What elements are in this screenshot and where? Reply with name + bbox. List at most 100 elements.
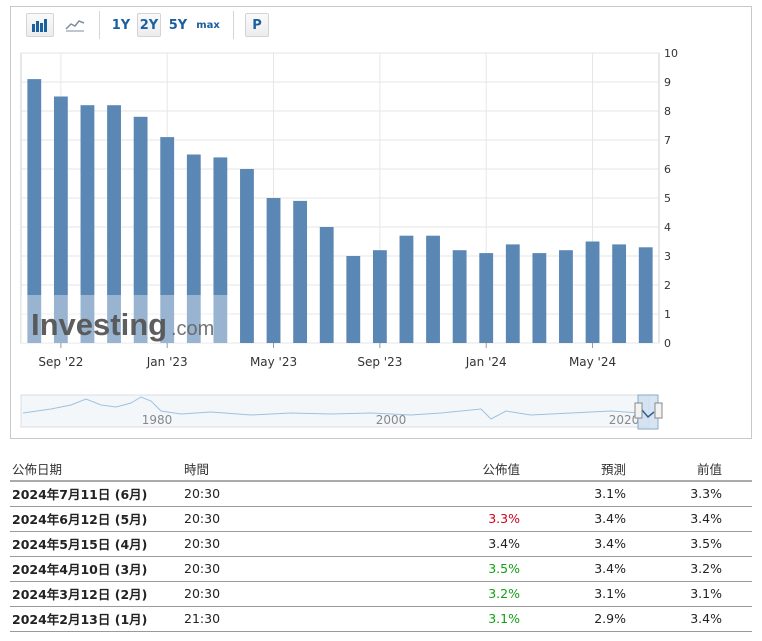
row-spacer [724, 556, 752, 582]
row-forecast: 3.1% [522, 481, 628, 507]
bar [293, 200, 308, 343]
table-row: 2024年2月13日 (1月) 21:30 3.1% 2.9% 3.4% [10, 606, 752, 632]
range-2y-button[interactable]: 2Y [137, 13, 161, 37]
y-tick-label: 0 [664, 337, 671, 350]
row-spacer [724, 506, 752, 532]
row-spacer [724, 481, 752, 507]
row-forecast: 3.4% [522, 531, 628, 557]
header-spacer [724, 456, 752, 482]
y-tick-label: 4 [664, 221, 671, 234]
row-date: 2024年7月11日 (6月) [10, 481, 182, 507]
row-previous: 3.5% [628, 531, 724, 557]
row-actual: 3.1% [382, 606, 522, 632]
y-tick-label: 8 [664, 105, 671, 118]
row-previous: 3.3% [628, 481, 724, 507]
line-chart-button[interactable] [61, 13, 89, 37]
row-time: 20:30 [182, 506, 382, 532]
row-time: 20:30 [182, 531, 382, 557]
range-1y-button[interactable]: 1Y [111, 17, 131, 33]
bar [585, 241, 600, 343]
bar [426, 235, 440, 343]
bar [107, 105, 121, 343]
bar [80, 105, 95, 343]
chart-toolbar: 1Y 2Y 5Y max P [11, 7, 751, 43]
watermark-backdrop [21, 295, 231, 343]
table-row: 2024年5月15日 (4月) 20:30 3.4% 3.4% 3.5% [10, 531, 752, 557]
header-previous: 前值 [628, 456, 724, 482]
bar [53, 96, 68, 343]
toolbar-separator [233, 11, 234, 39]
row-forecast: 3.4% [522, 556, 628, 582]
bar [559, 250, 573, 343]
y-tick-label: 7 [664, 134, 671, 147]
header-actual: 公佈值 [382, 456, 522, 482]
bar [452, 250, 467, 343]
row-date: 2024年2月13日 (1月) [10, 606, 182, 632]
navigator-handle[interactable] [634, 402, 643, 419]
navigator-series-line [22, 396, 640, 420]
bar [372, 250, 387, 343]
navigator-label: 2000 [376, 413, 407, 427]
row-spacer [724, 581, 752, 607]
bar [27, 79, 42, 343]
y-tick-label: 3 [664, 250, 671, 263]
table-row: 2024年3月12日 (2月) 20:30 3.2% 3.1% 3.1% [10, 581, 752, 607]
row-actual: 3.4% [382, 531, 522, 557]
row-time: 20:30 [182, 556, 382, 582]
row-forecast: 3.1% [522, 581, 628, 607]
row-spacer [724, 606, 752, 632]
row-spacer [724, 531, 752, 557]
x-tick-label: Sep '23 [357, 355, 402, 369]
bar [638, 247, 653, 343]
range-max-button[interactable]: max [196, 19, 220, 31]
navigator-handle[interactable] [654, 402, 663, 419]
bar [160, 137, 175, 343]
bar [505, 244, 520, 343]
toolbar-separator [99, 11, 100, 39]
release-table: 公佈日期 時間 公佈值 預測 前值 2024年7月11日 (6月) 20:30 … [10, 456, 752, 632]
navigator [20, 394, 650, 428]
bar-chart-icon [32, 19, 47, 32]
row-actual: 3.5% [382, 556, 522, 582]
row-forecast: 2.9% [522, 606, 628, 632]
row-previous: 3.4% [628, 506, 724, 532]
row-time: 20:30 [182, 481, 382, 507]
bar [186, 154, 201, 343]
table-row: 2024年6月12日 (5月) 20:30 3.3% 3.4% 3.4% [10, 506, 752, 532]
bar [213, 157, 228, 343]
bar-chart-button[interactable] [26, 13, 54, 37]
row-time: 20:30 [182, 581, 382, 607]
bar [240, 169, 254, 343]
row-previous: 3.4% [628, 606, 724, 632]
navigator-label: 2020 [609, 413, 640, 427]
y-tick-label: 5 [664, 192, 671, 205]
table-header-row: 公佈日期 時間 公佈值 預測 前值 [10, 456, 752, 482]
table-row: 2024年7月11日 (6月) 20:30 3.1% 3.3% [10, 481, 752, 507]
x-tick-label: Jan '24 [465, 355, 507, 369]
row-date: 2024年4月10日 (3月) [10, 556, 182, 582]
row-previous: 3.2% [628, 556, 724, 582]
bar [479, 253, 494, 343]
print-button[interactable]: P [245, 13, 269, 37]
range-5y-button[interactable]: 5Y [168, 17, 188, 33]
header-date: 公佈日期 [10, 456, 182, 482]
row-date: 2024年3月12日 (2月) [10, 581, 182, 607]
row-actual [382, 481, 522, 507]
x-tick-label: May '24 [569, 355, 616, 369]
header-forecast: 預測 [522, 456, 628, 482]
x-tick-label: May '23 [250, 355, 297, 369]
navigator-label: 1980 [142, 413, 173, 427]
bar [133, 116, 148, 343]
row-date: 2024年5月15日 (4月) [10, 531, 182, 557]
row-date: 2024年6月12日 (5月) [10, 506, 182, 532]
table-row: 2024年4月10日 (3月) 20:30 3.5% 3.4% 3.2% [10, 556, 752, 582]
row-previous: 3.1% [628, 581, 724, 607]
row-time: 21:30 [182, 606, 382, 632]
row-actual: 3.2% [382, 581, 522, 607]
chart-panel: 0 1 2 3 4 5 6 7 8 9 10 Sep '22 Jan '23 May '23 Sep '23… [10, 6, 752, 439]
bar [346, 256, 361, 343]
watermark-logo: Investing [31, 307, 167, 342]
row-actual: 3.3% [382, 506, 522, 532]
bar [612, 244, 627, 343]
bar [266, 198, 281, 343]
